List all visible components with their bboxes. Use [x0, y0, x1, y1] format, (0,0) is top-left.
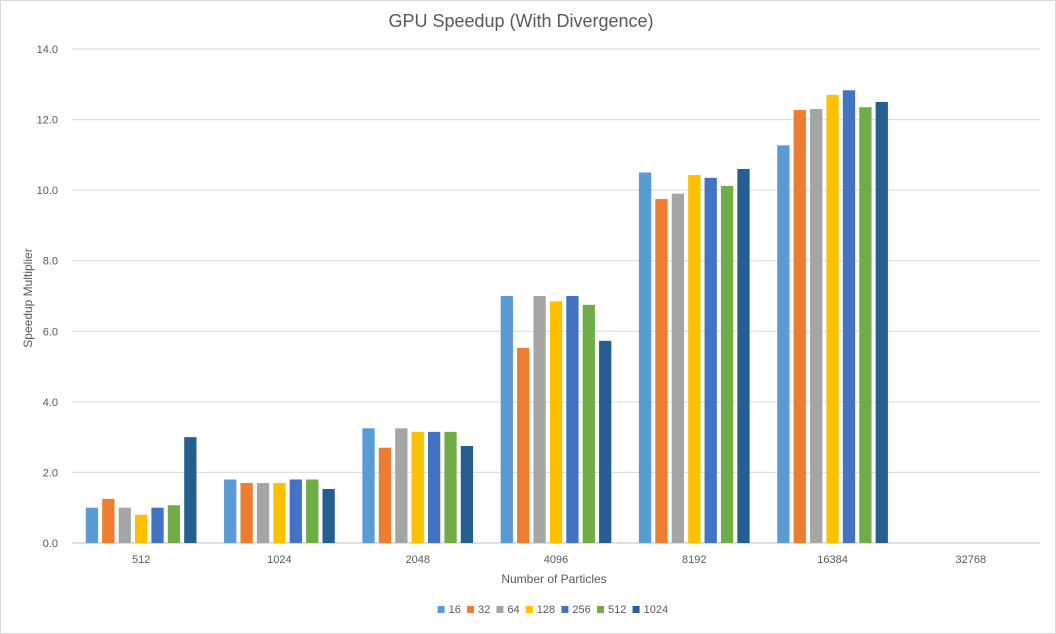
bar-4096-64	[533, 296, 546, 543]
chart-title: GPU Speedup (With Divergence)	[388, 11, 653, 31]
y-tick-label: 2.0	[43, 467, 58, 479]
bar-4096-16	[500, 296, 513, 543]
bar-8192-1024	[737, 168, 750, 543]
legend-swatch-16	[437, 606, 445, 613]
legend-swatch-512	[597, 606, 604, 613]
y-tick-label: 14.0	[37, 44, 58, 56]
bar-1024-512	[306, 479, 319, 543]
x-axis-title: Number of Particles	[501, 572, 606, 586]
x-tick-label: 1024	[267, 554, 291, 566]
bar-512-1024	[184, 437, 197, 543]
x-tick-label: 2048	[405, 554, 429, 566]
bar-16384-64	[810, 108, 823, 543]
bar-4096-256	[566, 296, 579, 543]
bar-512-128	[134, 514, 148, 543]
legend-label: 64	[507, 604, 519, 616]
bar-8192-16	[638, 172, 652, 543]
y-axis-ticks: 0.0 2.0 4.0 6.0 8.0 10.0 12.0 14.0	[37, 44, 58, 550]
bar-2048-16	[362, 428, 375, 543]
x-tick-label: 4096	[544, 554, 568, 566]
bar-16384-256	[842, 90, 856, 543]
bar-2048-1024	[460, 445, 474, 543]
bar-4096-128	[549, 301, 563, 543]
bar-2048-256	[427, 431, 441, 543]
y-tick-label: 12.0	[37, 115, 58, 127]
bar-4096-1024	[599, 340, 612, 543]
x-axis-ticks: 512 1024 2048 4096 8192 16384 32768	[132, 554, 986, 566]
bars	[85, 90, 888, 544]
bar-1024-256	[289, 479, 302, 543]
bar-1024-32	[240, 483, 253, 543]
bar-8192-256	[704, 177, 717, 544]
bar-2048-512	[444, 431, 457, 543]
bar-8192-128	[688, 174, 701, 543]
legend-swatch-128	[525, 606, 533, 613]
legend-label: 32	[478, 604, 490, 616]
legend-swatch-256	[561, 606, 569, 613]
legend-swatch-1024	[632, 606, 640, 613]
bar-8192-512	[720, 185, 734, 543]
legend-label: 256	[572, 604, 590, 616]
y-tick-label: 6.0	[43, 326, 58, 338]
bar-1024-16	[224, 479, 237, 543]
bar-4096-512	[582, 304, 595, 543]
x-tick-label: 512	[132, 554, 150, 566]
legend-swatch-32	[467, 606, 474, 613]
legend: 16 32 64 128 256 512 1024	[437, 604, 668, 616]
bar-4096-32	[517, 347, 530, 543]
bar-16384-32	[793, 110, 806, 544]
bar-2048-128	[411, 431, 424, 543]
bar-512-16	[85, 507, 99, 543]
y-tick-label: 4.0	[43, 397, 58, 409]
x-tick-label: 16384	[817, 554, 848, 566]
bar-512-256	[151, 507, 164, 543]
legend-label: 16	[449, 604, 461, 616]
y-axis-title: Speedup Multiplier	[21, 248, 35, 347]
y-tick-label: 8.0	[43, 256, 58, 268]
bar-512-512	[167, 505, 181, 543]
y-tick-label: 10.0	[37, 185, 58, 197]
legend-swatch-64	[496, 606, 504, 613]
bar-16384-1024	[875, 101, 888, 543]
bar-512-64	[118, 507, 131, 543]
bar-8192-32	[655, 198, 668, 543]
legend-label: 1024	[644, 604, 668, 616]
bar-1024-1024	[322, 489, 335, 543]
bar-16384-16	[777, 145, 790, 543]
bar-16384-512	[859, 107, 872, 543]
bar-2048-32	[378, 447, 392, 543]
y-tick-label: 0.0	[43, 538, 58, 550]
x-tick-label: 8192	[682, 554, 706, 566]
bar-2048-64	[395, 428, 408, 543]
bar-16384-128	[826, 94, 839, 543]
bar-1024-128	[273, 483, 286, 543]
legend-label: 512	[608, 604, 626, 616]
x-tick-label: 32768	[956, 554, 987, 566]
bar-512-32	[102, 498, 115, 543]
bar-1024-64	[256, 483, 270, 543]
bar-8192-64	[671, 193, 685, 543]
legend-label: 128	[537, 604, 555, 616]
